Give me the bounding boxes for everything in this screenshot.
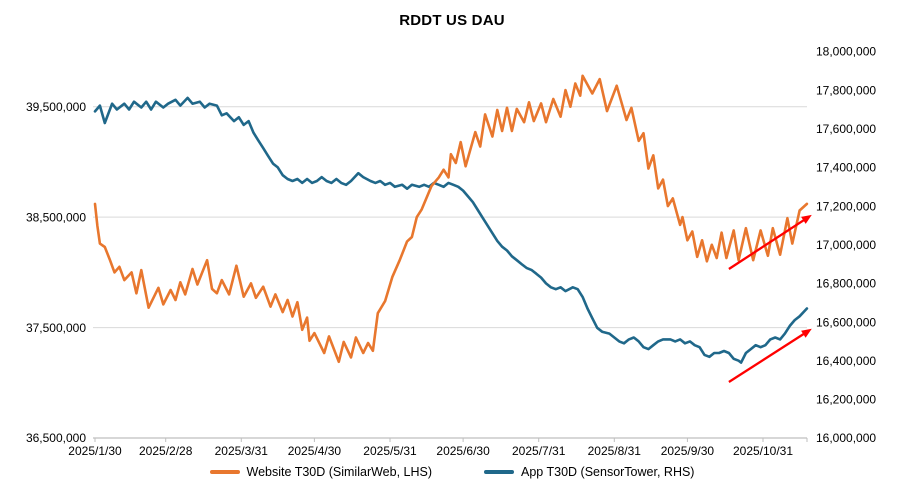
x-axis-tick-label: 2025/6/30: [436, 444, 490, 458]
website-series-line: [93, 74, 809, 364]
y-axis-right-tick-label: 16,400,000: [816, 354, 876, 368]
y-axis-left-tick-label: 38,500,000: [26, 210, 86, 224]
y-axis-right-tick-label: 17,800,000: [816, 83, 876, 97]
x-axis-tick-label: 2025/8/31: [588, 444, 642, 458]
y-axis-right-tick-label: 16,600,000: [816, 315, 876, 329]
x-axis-tick-label: 2025/2/28: [139, 444, 193, 458]
y-axis-right-tick-label: 16,200,000: [816, 393, 876, 407]
app-uptrend-arrow-head: [801, 328, 812, 338]
legend-label-app: App T30D (SensorTower, RHS): [521, 465, 695, 479]
x-axis-tick-label: 2025/7/31: [512, 444, 566, 458]
app-line-swatch: [484, 470, 515, 474]
x-axis-tick-label: 2025/3/31: [215, 444, 269, 458]
y-axis-left-tick-label: 37,500,000: [26, 321, 86, 335]
app-series-line: [93, 96, 809, 364]
legend-item-website: Website T30D (SimilarWeb, LHS): [209, 465, 433, 479]
y-axis-right-tick-label: 16,800,000: [816, 277, 876, 291]
x-axis-tick-label: 2025/4/30: [288, 444, 342, 458]
website-uptrend-arrow: [728, 218, 806, 270]
y-axis-right-tick-label: 17,000,000: [816, 238, 876, 252]
chart-title: RDDT US DAU: [399, 12, 505, 29]
legend-item-app: App T30D (SensorTower, RHS): [484, 465, 694, 479]
y-axis-right-tick-label: 18,000,000: [816, 45, 876, 59]
y-axis-left-tick-label: 39,500,000: [26, 100, 86, 114]
x-axis-tick-label: 2025/10/31: [733, 444, 793, 458]
y-axis-right-tick-label: 16,000,000: [816, 431, 876, 445]
x-axis-tick-label: 2025/9/30: [661, 444, 715, 458]
y-axis-right-tick-label: 17,600,000: [816, 122, 876, 136]
website-uptrend-arrow-head: [801, 214, 812, 224]
y-axis-right-tick-label: 17,200,000: [816, 199, 876, 213]
x-axis-tick-label: 2025/5/31: [363, 444, 417, 458]
x-axis-tick-label: 2025/1/30: [68, 444, 122, 458]
website-line-swatch: [209, 470, 240, 474]
app-uptrend-arrow: [728, 332, 806, 383]
legend-label-website: Website T30D (SimilarWeb, LHS): [246, 465, 433, 479]
legend: Website T30D (SimilarWeb, LHS) App T30D …: [0, 465, 904, 479]
y-axis-right-tick-label: 17,400,000: [816, 161, 876, 175]
y-axis-left-tick-label: 36,500,000: [26, 431, 86, 445]
